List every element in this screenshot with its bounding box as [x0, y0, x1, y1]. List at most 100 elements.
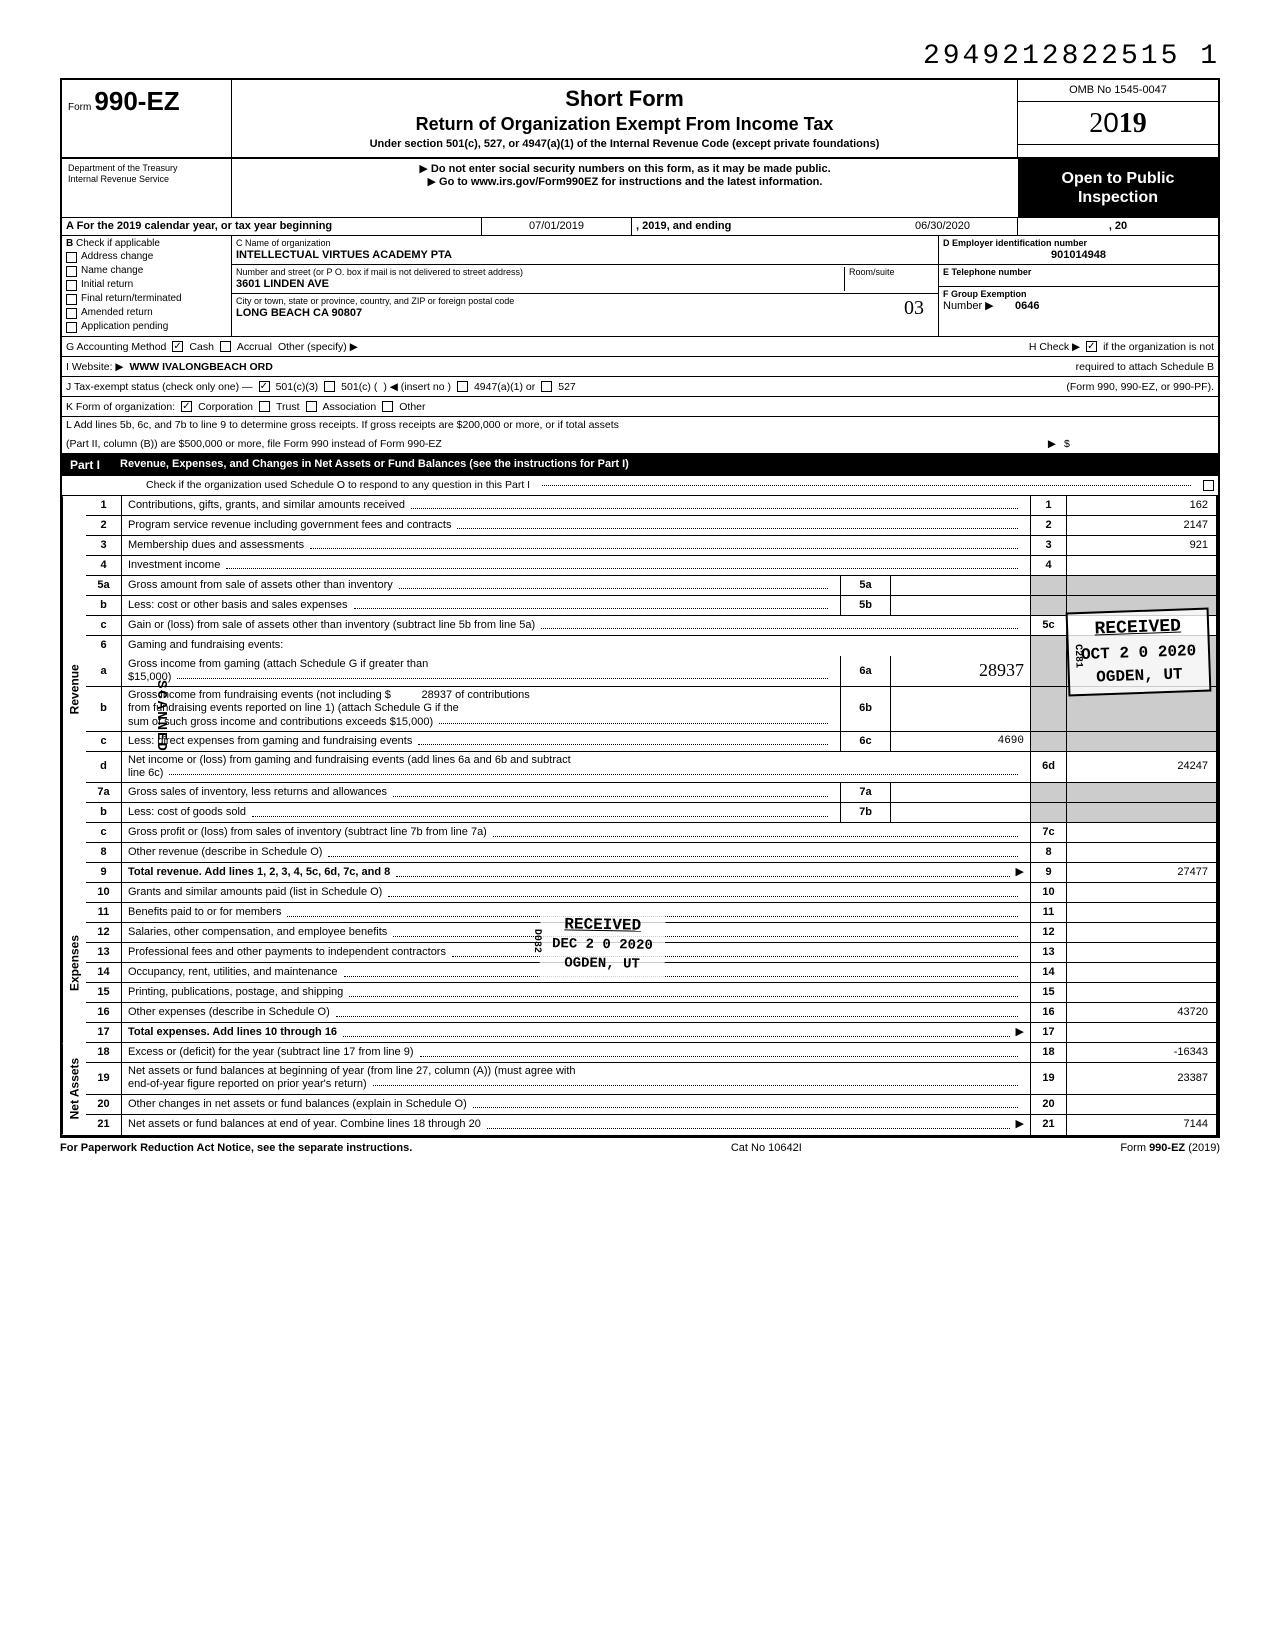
cb-final-return[interactable]: Final return/terminated [66, 292, 227, 306]
cb-pending[interactable]: Application pending [66, 320, 227, 334]
revenue-side-label: Revenue [62, 496, 86, 883]
website: WWW IVALONGBEACH ORD [129, 361, 272, 374]
line-5b: b Less: cost or other basis and sales ex… [86, 596, 1218, 616]
form-title-block: Short Form Return of Organization Exempt… [232, 80, 1018, 157]
org-info-block: B Check if applicable Address change Nam… [60, 236, 1220, 337]
part1-label: Part I [70, 458, 100, 472]
footer-right: Form 990-EZ (2019) [1120, 1142, 1220, 1155]
line-21-value: 7144 [1066, 1115, 1216, 1135]
dept-irs: Internal Revenue Service [68, 174, 225, 185]
ein: 901014948 [943, 249, 1214, 262]
line-3: 3 Membership dues and assessments 3 921 [86, 536, 1218, 556]
form-number: 990-EZ [94, 86, 179, 116]
f-label2: Number ▶ [943, 300, 994, 312]
subtitle: Under section 501(c), 527, or 4947(a)(1)… [242, 138, 1007, 151]
instructions-block: Do not enter social security numbers on … [232, 159, 1018, 217]
form-header: Form 990-EZ Short Form Return of Organiz… [60, 78, 1220, 159]
line-7c: c Gross profit or (loss) from sales of i… [86, 823, 1218, 843]
line-a-mid: , 2019, and ending [636, 220, 731, 232]
line-9: 9 Total revenue. Add lines 1, 2, 3, 4, 5… [86, 863, 1218, 883]
line-9-value: 27477 [1066, 863, 1216, 882]
line-6a: a Gross income from gaming (attach Sched… [86, 656, 1218, 687]
line-1-value: 162 [1066, 496, 1216, 515]
line-18: 18 Excess or (deficit) for the year (sub… [86, 1043, 1218, 1063]
document-number: 2949212822515 1 [60, 40, 1220, 74]
line-17: 17 Total expenses. Add lines 10 through … [86, 1023, 1218, 1043]
part1-title: Revenue, Expenses, and Changes in Net As… [120, 458, 629, 472]
handwritten-03: 03 [904, 296, 934, 320]
line-7a: 7a Gross sales of inventory, less return… [86, 783, 1218, 803]
header-right-block: OMB No 1545-0047 20201919 [1018, 80, 1218, 157]
line-16: 16 Other expenses (describe in Schedule … [86, 1003, 1218, 1023]
line-5c: c Gain or (loss) from sale of assets oth… [86, 616, 1218, 636]
cb-527[interactable] [541, 381, 552, 392]
f-label: F Group Exemption [943, 289, 1027, 299]
e-label: E Telephone number [943, 267, 1031, 277]
netassets-section: Net Assets 18 Excess or (deficit) for th… [60, 1043, 1220, 1136]
cb-cash[interactable] [172, 341, 183, 352]
cb-initial-return[interactable]: Initial return [66, 278, 227, 292]
line-6d: d Net income or (loss) from gaming and f… [86, 752, 1218, 783]
cb-assoc[interactable] [306, 401, 317, 412]
line-6: 6 Gaming and fundraising events: [86, 636, 1218, 656]
line-6c: c Less: direct expenses from gaming and … [86, 732, 1218, 752]
g-label: G Accounting Method [66, 341, 166, 354]
dept-treasury: Department of the Treasury [68, 163, 225, 174]
part1-check: Check if the organization used Schedule … [60, 476, 1220, 496]
part1-header: Part I Revenue, Expenses, and Changes in… [60, 454, 1220, 476]
i-label: I Website: ▶ [66, 361, 123, 374]
cb-accrual[interactable] [220, 341, 231, 352]
line-3-value: 921 [1066, 536, 1216, 555]
received-stamp-1: RECEIVED C281 OCT 2 0 2020 OGDEN, UT [1065, 608, 1211, 697]
cb-h[interactable] [1086, 341, 1097, 352]
scanned-stamp: SCANNED [152, 680, 169, 753]
cb-name-change[interactable]: Name change [66, 264, 227, 278]
line-g-h: G Accounting Method Cash Accrual Other (… [60, 337, 1220, 357]
line-a-suffix: , 20 [1109, 220, 1127, 232]
cb-501c3[interactable] [259, 381, 270, 392]
omb-number: OMB No 1545-0047 [1018, 80, 1218, 102]
cb-other[interactable] [382, 401, 393, 412]
short-form-label: Short Form [242, 86, 1007, 112]
cb-trust[interactable] [259, 401, 270, 412]
line-18-value: -16343 [1066, 1043, 1216, 1062]
line-i: I Website: ▶ WWW IVALONGBEACH ORD requir… [60, 357, 1220, 377]
footer-center: Cat No 10642I [731, 1142, 802, 1155]
line-16-value: 43720 [1066, 1003, 1216, 1022]
form-container: 2949212822515 1 Form 990-EZ Short Form R… [60, 40, 1220, 1159]
end-date: 06/30/2020 [868, 218, 1018, 235]
org-city: LONG BEACH CA 90807 [236, 307, 904, 320]
right-info: D Employer identification number 9010149… [938, 236, 1218, 336]
k-label: K Form of organization: [66, 401, 175, 414]
cb-schedule-o[interactable] [1203, 480, 1214, 491]
line-21: 21 Net assets or fund balances at end of… [86, 1115, 1218, 1135]
dept-block: Department of the Treasury Internal Reve… [62, 159, 232, 217]
line-19: 19 Net assets or fund balances at beginn… [86, 1063, 1218, 1094]
line-1: 1 Contributions, gifts, grants, and simi… [86, 496, 1218, 516]
c-name-label: C Name of organization [236, 238, 934, 249]
cb-amended[interactable]: Amended return [66, 306, 227, 320]
footer-left: For Paperwork Reduction Act Notice, see … [60, 1142, 412, 1155]
cb-address-change[interactable]: Address change [66, 250, 227, 264]
page-footer: For Paperwork Reduction Act Notice, see … [60, 1137, 1220, 1159]
cb-4947[interactable] [457, 381, 468, 392]
expenses-side-label: Expenses [62, 883, 86, 1043]
line-7b: b Less: cost of goods sold 7b [86, 803, 1218, 823]
b-label: B [66, 238, 73, 249]
ssn-warning: Do not enter social security numbers on … [236, 163, 1014, 176]
line-6c-value: 4690 [890, 732, 1030, 751]
line-5a: 5a Gross amount from sale of assets othe… [86, 576, 1218, 596]
line-2-value: 2147 [1066, 516, 1216, 535]
line-10: 10 Grants and similar amounts paid (list… [86, 883, 1218, 903]
netassets-side-label: Net Assets [62, 1043, 86, 1134]
cb-corp[interactable] [181, 401, 192, 412]
begin-date: 07/01/2019 [482, 218, 632, 235]
line-8: 8 Other revenue (describe in Schedule O)… [86, 843, 1218, 863]
form-prefix: Form [68, 102, 91, 113]
line-2: 2 Program service revenue including gove… [86, 516, 1218, 536]
goto-link: Go to www.irs.gov/Form990EZ for instruct… [236, 176, 1014, 189]
cb-501c[interactable] [324, 381, 335, 392]
revenue-section: Revenue 1 Contributions, gifts, grants, … [60, 496, 1220, 883]
line-6a-value: 28937 [890, 656, 1030, 686]
d-label: D Employer identification number [943, 238, 1087, 248]
